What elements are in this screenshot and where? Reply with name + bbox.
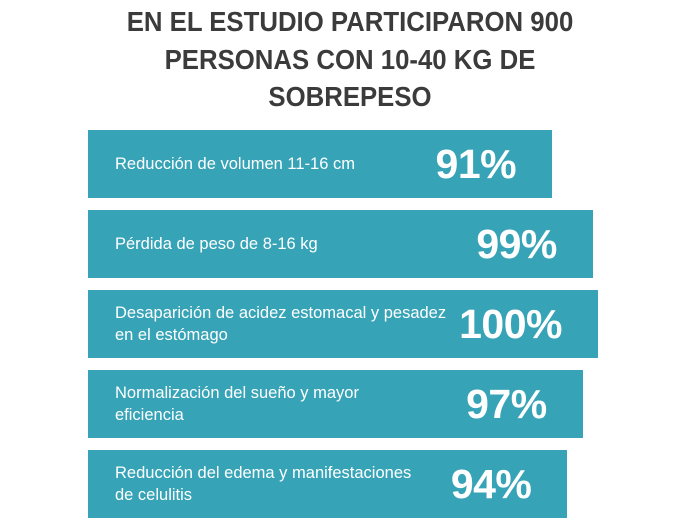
bar-label-line: en el estómago <box>115 326 228 344</box>
bar-value-label: 99% <box>476 220 557 267</box>
bar-label: Desaparición de acidez estomacal y pesad… <box>88 302 446 346</box>
bar-chart: Reducción de volumen 11-16 cm 91% Pérdid… <box>88 130 598 518</box>
page-title-line-3: SOBREPESO <box>268 81 432 112</box>
bar-row: Normalización del sueño y mayor eficienci… <box>88 370 583 438</box>
bar-row: Reducción de volumen 11-16 cm 91% <box>88 130 553 198</box>
bar-label-line: de celulitis <box>115 486 193 504</box>
page-title: EN EL ESTUDIO PARTICIPARON 900 PERSONAS … <box>28 3 672 116</box>
bar-value-label: 100% <box>459 300 562 347</box>
bar-label-line: Normalización del sueño y mayor <box>115 384 359 402</box>
bar-row: Pérdida de peso de 8-16 kg 99% <box>88 210 593 278</box>
bar-value-label: 97% <box>466 380 547 427</box>
bar-value-label: 94% <box>450 460 532 507</box>
bar-label-line: eficiencia <box>115 406 184 424</box>
bar-value-label: 91% <box>435 140 517 187</box>
bar-label: Reducción del edema y manifestaciones de … <box>88 462 411 506</box>
bar-label-line: Pérdida de peso de 8-16 kg <box>115 235 318 253</box>
bar-row: Desaparición de acidez estomacal y pesad… <box>88 290 598 358</box>
bar-label: Normalización del sueño y mayor eficienci… <box>88 382 359 426</box>
bar-label: Reducción de volumen 11-16 cm <box>88 153 355 175</box>
bar-label-line: Desaparición de acidez estomacal y pesad… <box>115 304 447 322</box>
page-title-line-1: EN EL ESTUDIO PARTICIPARON 900 <box>126 6 574 37</box>
bar-label-line: Reducción de volumen 11-16 cm <box>115 155 355 173</box>
bar-row: Reducción del edema y manifestaciones de … <box>88 450 568 518</box>
bar-label-line: Reducción del edema y manifestaciones <box>115 464 412 482</box>
bar-label: Pérdida de peso de 8-16 kg <box>88 233 318 255</box>
page-title-line-2: PERSONAS CON 10-40 KG DE <box>164 43 536 75</box>
